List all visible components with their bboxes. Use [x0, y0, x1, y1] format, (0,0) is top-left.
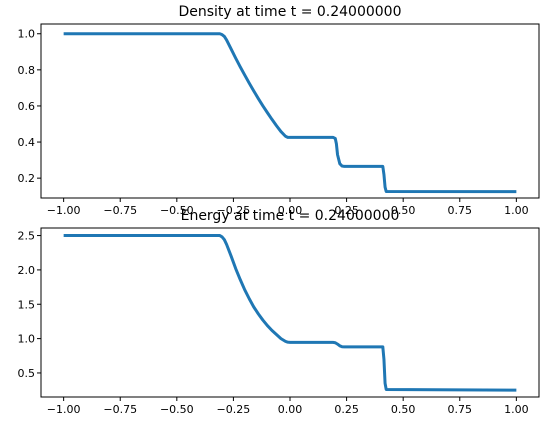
- density-x-tick-label: 0.50: [391, 204, 416, 217]
- density-x-tick-label: −0.75: [103, 204, 137, 217]
- energy-x-tick-label: 0.25: [334, 403, 359, 416]
- density-y-tick-label: 0.4: [18, 136, 36, 149]
- energy-x-tick-label: 0.00: [278, 403, 303, 416]
- density-y-ticks: 0.2 0.4 0.6 0.8 1.0: [18, 28, 41, 185]
- energy-axes: Energy at time t = 0.24000000 −1.00 −0.75…: [18, 208, 540, 416]
- energy-x-tick-label: −1.00: [47, 403, 81, 416]
- energy-y-tick-label: 0.5: [18, 367, 36, 380]
- density-x-tick-label: −1.00: [47, 204, 81, 217]
- energy-axes-frame: [40, 227, 540, 398]
- energy-y-tick-label: 1.0: [18, 333, 36, 346]
- energy-x-tick-label: −0.25: [217, 403, 251, 416]
- density-axes: Density at time t = 0.24000000 −1.00 −0.7…: [18, 4, 540, 217]
- energy-x-ticks: −1.00 −0.75 −0.50 −0.25 0.00 0.25 0.50 0.75 1.00: [47, 397, 529, 416]
- density-title: Density at time t = 0.24000000: [178, 4, 401, 20]
- density-x-tick-label: 0.25: [334, 204, 359, 217]
- density-x-tick-label: 0.75: [448, 204, 473, 217]
- density-axes-frame: [40, 23, 540, 199]
- density-x-tick-label: −0.25: [217, 204, 251, 217]
- energy-x-tick-label: 1.00: [504, 403, 529, 416]
- energy-y-ticks: 0.5 1.0 1.5 2.0 2.5: [18, 230, 41, 380]
- density-y-tick-label: 0.6: [18, 100, 36, 113]
- density-series-line: [63, 32, 517, 194]
- energy-y-tick-label: 2.5: [18, 230, 36, 243]
- energy-x-tick-label: −0.50: [160, 403, 194, 416]
- energy-x-tick-label: 0.75: [448, 403, 473, 416]
- density-x-tick-label: −0.50: [160, 204, 194, 217]
- density-x-ticks: −1.00 −0.75 −0.50 −0.25 0.00 0.25 0.50 0.75 1.00: [47, 198, 529, 217]
- energy-y-tick-label: 1.5: [18, 298, 36, 311]
- density-x-tick-label: 0.00: [278, 204, 303, 217]
- energy-series-line: [63, 234, 517, 392]
- density-y-tick-label: 1.0: [18, 28, 36, 41]
- density-y-tick-label: 0.2: [18, 172, 36, 185]
- energy-x-tick-label: 0.50: [391, 403, 416, 416]
- energy-y-tick-label: 2.0: [18, 264, 36, 277]
- density-y-tick-label: 0.8: [18, 64, 36, 77]
- density-x-tick-label: 1.00: [504, 204, 529, 217]
- density-series: [63, 32, 517, 194]
- energy-title: Energy at time t = 0.24000000: [181, 208, 400, 224]
- energy-series: [63, 234, 517, 392]
- energy-x-tick-label: −0.75: [103, 403, 137, 416]
